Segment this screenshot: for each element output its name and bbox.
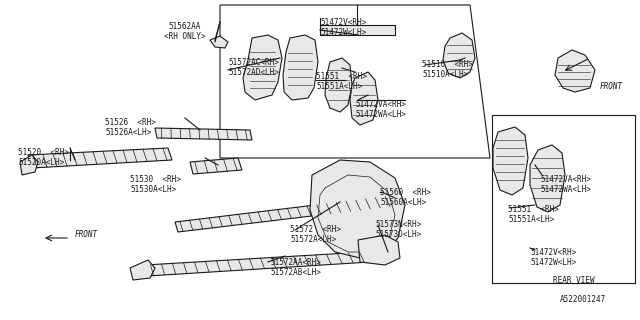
Polygon shape <box>358 235 400 265</box>
Polygon shape <box>283 35 318 100</box>
Polygon shape <box>145 252 370 276</box>
Polygon shape <box>555 50 595 92</box>
Polygon shape <box>530 145 565 212</box>
Polygon shape <box>350 72 378 125</box>
Text: 51472V<RH>
51472W<LH>: 51472V<RH> 51472W<LH> <box>530 248 576 268</box>
Polygon shape <box>310 160 405 258</box>
Polygon shape <box>28 148 172 168</box>
Polygon shape <box>155 128 252 140</box>
Polygon shape <box>210 36 228 48</box>
Polygon shape <box>175 196 395 232</box>
Polygon shape <box>443 33 475 78</box>
Text: 51560  <RH>
51560A<LH>: 51560 <RH> 51560A<LH> <box>380 188 431 207</box>
Polygon shape <box>320 25 395 35</box>
Text: A522001247: A522001247 <box>560 295 606 304</box>
Text: 51530  <RH>
51530A<LH>: 51530 <RH> 51530A<LH> <box>130 175 181 194</box>
Text: 51573N<RH>
51573O<LH>: 51573N<RH> 51573O<LH> <box>375 220 421 239</box>
Text: 51562AA
<RH ONLY>: 51562AA <RH ONLY> <box>164 22 206 41</box>
Text: 51526  <RH>
51526A<LH>: 51526 <RH> 51526A<LH> <box>105 118 156 137</box>
Text: 51472VA<RH>
51472WA<LH>: 51472VA<RH> 51472WA<LH> <box>355 100 406 119</box>
Polygon shape <box>190 158 242 174</box>
Text: 51551  <RH>
51551A<LH>: 51551 <RH> 51551A<LH> <box>508 205 559 224</box>
Text: 51510  <RH>
51510A<LH>: 51510 <RH> 51510A<LH> <box>422 60 473 79</box>
Text: 51472VA<RH>
51472WA<LH>: 51472VA<RH> 51472WA<LH> <box>540 175 591 194</box>
Polygon shape <box>130 260 155 280</box>
Text: 51551  <RH>
51551A<LH>: 51551 <RH> 51551A<LH> <box>316 72 367 92</box>
Text: 51572  <RH>
51572A<LH>: 51572 <RH> 51572A<LH> <box>290 225 341 244</box>
Polygon shape <box>20 155 38 175</box>
Text: 51572AC<RH>
51572AD<LH>: 51572AC<RH> 51572AD<LH> <box>228 58 279 77</box>
Text: FRONT: FRONT <box>600 82 623 91</box>
Polygon shape <box>243 35 282 100</box>
Polygon shape <box>325 58 352 112</box>
Text: 51520  <RH>
51520A<LH>: 51520 <RH> 51520A<LH> <box>18 148 69 167</box>
Polygon shape <box>493 127 528 195</box>
Text: FRONT: FRONT <box>75 230 98 239</box>
Text: 51472V<RH>
51472W<LH>: 51472V<RH> 51472W<LH> <box>320 18 366 37</box>
Text: REAR VIEW: REAR VIEW <box>553 276 595 285</box>
Text: 51572AA<RH>
51572AB<LH>: 51572AA<RH> 51572AB<LH> <box>270 258 321 277</box>
